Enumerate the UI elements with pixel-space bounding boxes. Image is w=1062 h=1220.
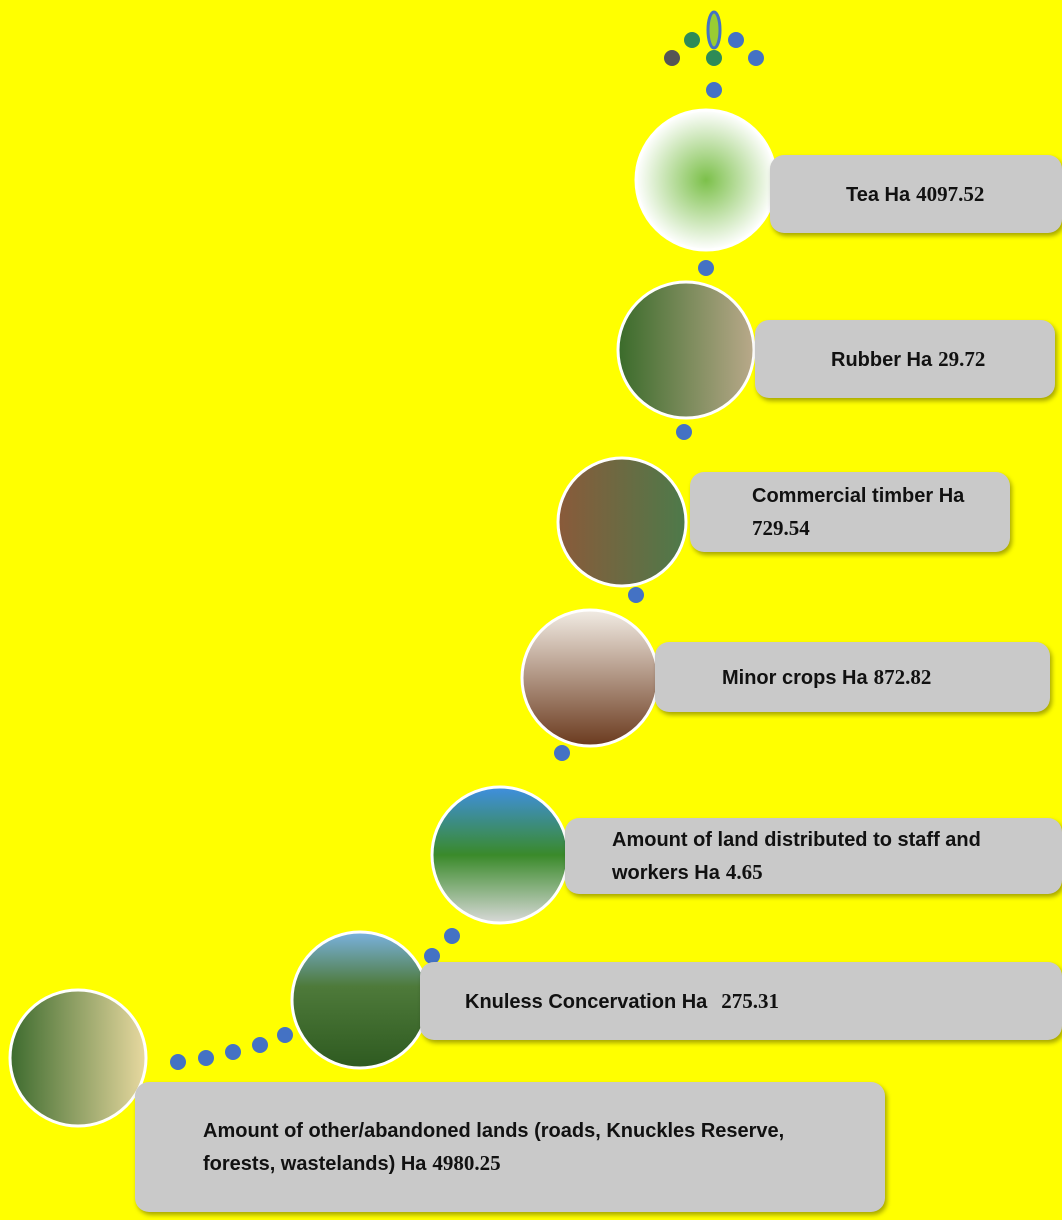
value: 4.65: [726, 860, 763, 884]
value: 29.72: [938, 347, 985, 371]
item-text: Amount of land distributed to staff and …: [612, 824, 1032, 889]
label: Knuless Concervation Ha: [465, 991, 707, 1013]
label: Commercial timber Ha: [752, 485, 964, 507]
label: Tea Ha: [846, 184, 910, 206]
label: Minor crops Ha: [722, 667, 868, 689]
value: 4097.52: [916, 182, 984, 206]
value: 872.82: [874, 665, 932, 689]
item-text: Rubber Ha 29.72: [831, 343, 985, 376]
label: Rubber Ha: [831, 349, 932, 371]
value: 275.31: [721, 989, 779, 1013]
item-box: Rubber Ha 29.72: [755, 320, 1055, 398]
value: 4980.25: [432, 1151, 500, 1175]
value: 729.54: [752, 516, 810, 540]
item-box: Amount of other/abandoned lands (roads, …: [135, 1082, 885, 1212]
item-text: Knuless Concervation Ha 275.31: [465, 985, 779, 1018]
item-text: Commercial timber Ha 729.54: [752, 480, 964, 545]
item-text: Tea Ha 4097.52: [846, 178, 984, 211]
item-text: Minor crops Ha 872.82: [722, 661, 931, 694]
label: Amount of land distributed to staff and …: [612, 829, 981, 884]
infographic: Tea Ha 4097.52 Rubber Ha 29.72 Commercial …: [0, 0, 1062, 1220]
item-box: Knuless Concervation Ha 275.31: [420, 962, 1062, 1040]
item-box: Tea Ha 4097.52: [770, 155, 1062, 233]
item-text: Amount of other/abandoned lands (roads, …: [203, 1115, 825, 1180]
item-box: Minor crops Ha 872.82: [655, 642, 1050, 712]
item-box: Amount of land distributed to staff and …: [565, 818, 1062, 894]
item-box: Commercial timber Ha 729.54: [690, 472, 1010, 552]
